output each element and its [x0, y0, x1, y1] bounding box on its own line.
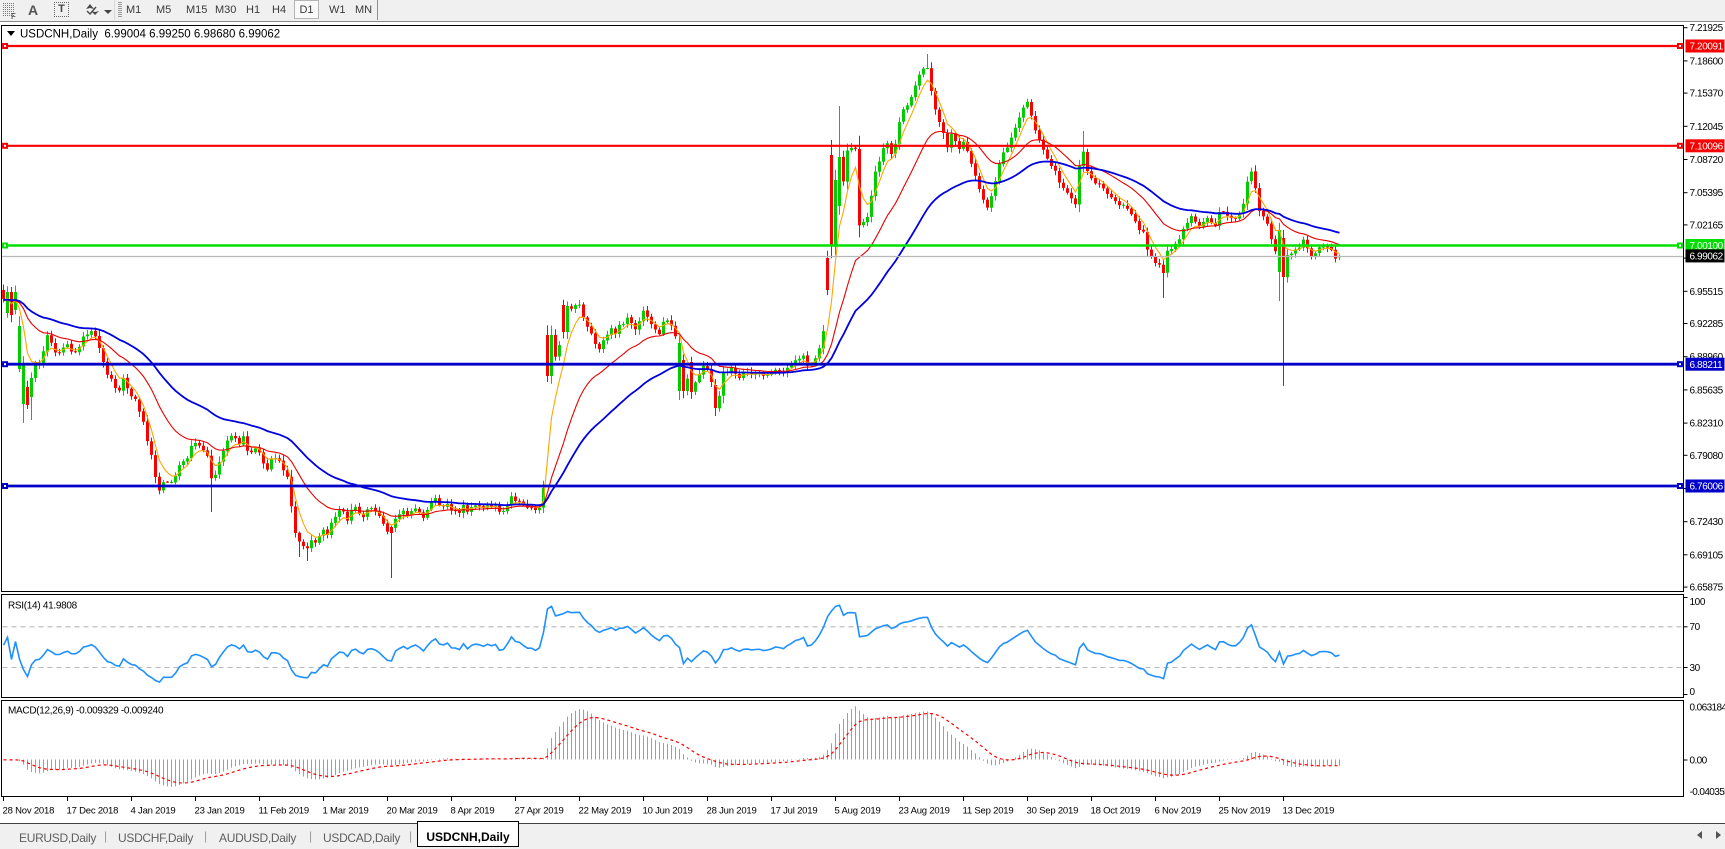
svg-text:7.08720: 7.08720 [1690, 155, 1724, 166]
svg-text:6.92285: 6.92285 [1690, 319, 1724, 330]
svg-text:17 Dec 2018: 17 Dec 2018 [67, 806, 119, 817]
svg-text:7.10096: 7.10096 [1690, 142, 1724, 153]
svg-text:11 Sep 2019: 11 Sep 2019 [963, 806, 1014, 817]
svg-text:6.85635: 6.85635 [1690, 385, 1724, 396]
svg-text:20 Mar 2019: 20 Mar 2019 [387, 806, 438, 817]
svg-text:27 Apr 2019: 27 Apr 2019 [515, 806, 564, 817]
svg-text:0.00: 0.00 [1690, 756, 1708, 767]
svg-text:28 Nov 2018: 28 Nov 2018 [3, 806, 55, 817]
svg-text:22 May 2019: 22 May 2019 [579, 806, 632, 817]
svg-text:18 Oct 2019: 18 Oct 2019 [1091, 806, 1141, 817]
svg-text:4 Jan 2019: 4 Jan 2019 [131, 806, 176, 817]
svg-text:28 Jun 2019: 28 Jun 2019 [707, 806, 757, 817]
svg-text:1 Mar 2019: 1 Mar 2019 [323, 806, 369, 817]
svg-text:30 Sep 2019: 30 Sep 2019 [1027, 806, 1079, 817]
svg-text:6.69105: 6.69105 [1690, 550, 1724, 561]
svg-text:7.15370: 7.15370 [1690, 89, 1724, 100]
svg-text:7.05395: 7.05395 [1690, 188, 1724, 199]
svg-text:6.72430: 6.72430 [1690, 517, 1724, 528]
svg-text:6.99062: 6.99062 [1690, 252, 1724, 263]
svg-text:13 Dec 2019: 13 Dec 2019 [1283, 806, 1335, 817]
svg-text:10 Jun 2019: 10 Jun 2019 [643, 806, 693, 817]
svg-text:11 Feb 2019: 11 Feb 2019 [259, 806, 309, 817]
svg-text:6.88211: 6.88211 [1690, 360, 1723, 371]
svg-text:7.12045: 7.12045 [1690, 122, 1724, 133]
svg-text:17 Jul 2019: 17 Jul 2019 [771, 806, 818, 817]
svg-text:USDCNH,Daily 6.99004 6.99250: USDCNH,Daily 6.99004 6.99250 6.98680 6.9… [20, 29, 280, 41]
svg-text:MACD(12,26,9) -0.009329 -0.009: MACD(12,26,9) -0.009329 -0.009240 [8, 706, 164, 717]
svg-text:5 Aug 2019: 5 Aug 2019 [835, 806, 881, 817]
svg-text:8 Apr 2019: 8 Apr 2019 [451, 806, 495, 817]
svg-text:100: 100 [1690, 597, 1706, 608]
svg-text:0.063184: 0.063184 [1690, 703, 1725, 714]
svg-text:6.95515: 6.95515 [1690, 287, 1724, 298]
svg-text:RSI(14) 41.9808: RSI(14) 41.9808 [8, 601, 78, 612]
svg-text:6.76006: 6.76006 [1690, 482, 1724, 493]
svg-text:7.18600: 7.18600 [1690, 56, 1724, 67]
svg-text:30: 30 [1690, 663, 1701, 674]
svg-text:7.21925: 7.21925 [1690, 23, 1724, 34]
svg-text:0: 0 [1690, 687, 1696, 698]
svg-text:23 Aug 2019: 23 Aug 2019 [899, 806, 950, 817]
svg-text:23 Jan 2019: 23 Jan 2019 [195, 806, 245, 817]
svg-text:6.65875: 6.65875 [1690, 583, 1724, 594]
svg-text:7.02165: 7.02165 [1690, 220, 1724, 231]
svg-text:7.20091: 7.20091 [1690, 42, 1724, 53]
svg-text:6.82310: 6.82310 [1690, 419, 1724, 430]
svg-text:F: F [11, 12, 16, 20]
svg-text:-0.040355: -0.040355 [1690, 787, 1725, 798]
svg-text:6 Nov 2019: 6 Nov 2019 [1155, 806, 1202, 817]
svg-text:25 Nov 2019: 25 Nov 2019 [1219, 806, 1271, 817]
svg-text:70: 70 [1690, 622, 1701, 633]
svg-text:6.79080: 6.79080 [1690, 451, 1724, 462]
